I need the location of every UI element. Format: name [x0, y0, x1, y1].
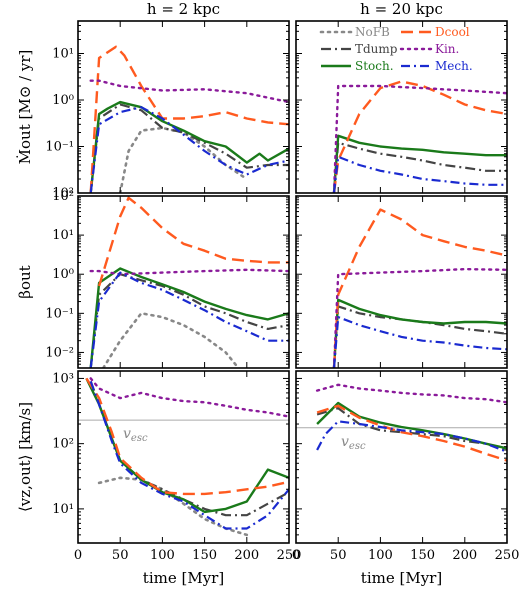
series-dcool-line — [332, 80, 507, 193]
x-axis-label: time [Myr] — [143, 569, 224, 587]
series-mech-line — [332, 155, 507, 193]
y-tick-label: 10¹ — [52, 47, 74, 62]
x-tick-label: 250 — [277, 548, 302, 563]
y-tick-label: 10³ — [52, 371, 74, 386]
series-stoch-line — [332, 298, 507, 368]
legend-label: Kin. — [435, 42, 459, 56]
series-tdump-line — [332, 305, 507, 368]
series-nofb-line — [118, 126, 249, 193]
series-nofb-line — [97, 476, 249, 537]
series-dcool-line — [89, 45, 289, 193]
series-mech-line — [89, 381, 289, 530]
series-mech-line — [89, 271, 289, 368]
series-mech-line — [332, 316, 507, 368]
panel-0-0-plot-area — [89, 45, 289, 193]
x-tick-label: 150 — [410, 548, 435, 563]
series-kin-line — [89, 377, 289, 418]
panel-frame — [77, 195, 290, 369]
y-tick-label: 10⁻¹ — [45, 140, 74, 155]
series-tdump-line — [332, 141, 507, 193]
x-tick-label: 50 — [112, 548, 129, 563]
series-kin-line — [89, 268, 289, 276]
legend-label: Mech. — [435, 59, 473, 73]
x-tick-label: 150 — [192, 548, 217, 563]
x-axis-label: time [Myr] — [361, 569, 442, 587]
panel-1-1-plot-area — [332, 208, 507, 368]
x-tick-label: 0 — [74, 548, 82, 563]
x-tick-label: 200 — [452, 548, 477, 563]
panel-2-0-plot-area — [78, 377, 289, 537]
y-tick-label: 10¹ — [52, 228, 74, 243]
panel-frame — [295, 370, 508, 544]
series-kin-line — [332, 84, 507, 193]
y-axis-label: ⟨vz,out⟩ [km/s] — [16, 402, 34, 512]
column-title-0: h = 2 kpc — [147, 0, 220, 18]
series-nofb-line — [102, 311, 240, 368]
x-tick-label: 0 — [292, 548, 300, 563]
column-title-1: h = 20 kpc — [360, 0, 443, 18]
vesc-label: vesc — [341, 434, 366, 452]
series-kin-line — [89, 79, 289, 104]
legend-label: Dcool — [435, 25, 470, 39]
series-mech-line — [89, 106, 289, 193]
x-tick-label: 50 — [330, 548, 347, 563]
y-tick-label: 10⁰ — [52, 267, 74, 282]
panel-1-0-plot-area — [89, 196, 289, 368]
legend-label: Tdump — [355, 42, 398, 56]
x-tick-label: 200 — [234, 548, 259, 563]
series-tdump-line — [89, 103, 289, 193]
y-tick-label: 10² — [52, 189, 74, 204]
panel-0-1-plot-area — [332, 80, 507, 193]
series-tdump-line — [89, 273, 289, 368]
series-stoch-line — [89, 267, 289, 368]
series-kin-line — [315, 383, 507, 404]
series-mech-line — [316, 420, 507, 453]
series-dcool-line — [316, 404, 507, 462]
panel-frame — [295, 195, 508, 369]
series-stoch-line — [85, 377, 289, 514]
y-axis-label: Ṁout [M⊙ / yr] — [16, 50, 34, 165]
legend-label: NoFB — [355, 25, 390, 39]
legend-label: Stoch. — [355, 59, 394, 73]
y-tick-label: 10⁻² — [45, 345, 74, 360]
x-tick-label: 250 — [495, 548, 520, 563]
panel-2-1-plot-area — [296, 383, 507, 462]
x-tick-label: 100 — [368, 548, 393, 563]
panel-frame — [77, 370, 290, 544]
series-dcool-line — [97, 196, 289, 287]
y-tick-label: 10¹ — [52, 502, 74, 517]
y-tick-label: 10² — [52, 437, 74, 452]
y-tick-label: 10² — [52, 186, 74, 201]
y-tick-label: 10⁻¹ — [45, 306, 74, 321]
y-tick-label: 10⁰ — [52, 93, 74, 108]
vesc-label: vesc — [123, 426, 148, 444]
series-dcool-line — [332, 208, 507, 368]
series-stoch-line — [89, 100, 289, 193]
y-axis-label: βout — [16, 265, 34, 298]
series-kin-line — [332, 267, 507, 368]
series-dcool-line — [85, 377, 289, 496]
x-tick-label: 100 — [150, 548, 175, 563]
